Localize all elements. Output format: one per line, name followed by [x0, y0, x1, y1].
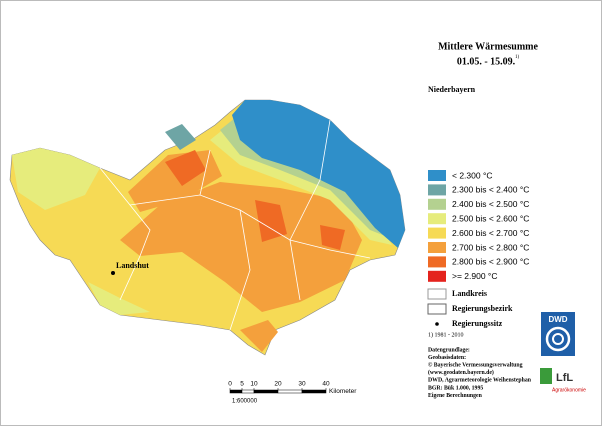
- zone: [120, 182, 362, 312]
- scale-segment: [241, 389, 255, 394]
- zone: [255, 200, 287, 242]
- boundary-label: Regierungssitz: [452, 319, 503, 328]
- zone: [165, 150, 206, 186]
- source-line: © Bayerische Vermessungsverwaltung: [428, 362, 523, 369]
- legend-label: 2.400 bis < 2.500 °C: [452, 199, 529, 209]
- scale-unit: Kilometer: [329, 388, 357, 395]
- legend-swatch: [428, 170, 446, 181]
- scale-tick-label: 10: [250, 381, 258, 388]
- legend-swatch: [428, 242, 446, 253]
- scale-tick-label: 40: [322, 381, 330, 388]
- sources: Datengrundlage: Geobasisdaten:© Bayerisch…: [428, 347, 532, 399]
- legend-swatch: [428, 227, 446, 239]
- legend-swatch: [428, 184, 446, 196]
- scale-tick-label: 30: [298, 381, 306, 388]
- lfl-icon: [540, 368, 552, 384]
- scale-tick-label: 0: [228, 381, 232, 388]
- bezirk-swatch: [427, 303, 447, 315]
- legend-label: < 2.300 °C: [452, 170, 493, 180]
- dwd-swirl: [545, 326, 571, 352]
- legend-label: 2.600 bis < 2.700 °C: [452, 228, 529, 238]
- zone: [88, 282, 150, 315]
- legend-label: 2.800 bis < 2.900 °C: [452, 257, 529, 267]
- source-line: DWD, Agrarmeteorologie Weihenstephan: [428, 378, 532, 384]
- scale-segment: [277, 389, 303, 394]
- subtitle: 01.05. - 15.09.: [457, 56, 516, 67]
- scale-segment: [301, 389, 327, 394]
- dwd-text: DWD: [548, 315, 567, 324]
- legend-label: 2.700 bis < 2.800 °C: [452, 242, 529, 252]
- legend-label: >= 2.900 °C: [452, 271, 497, 281]
- scale-tick-label: 20: [274, 381, 282, 388]
- scale-segment: [253, 389, 279, 394]
- footnote: 1) 1981 - 2010: [428, 331, 464, 338]
- sitz-swatch: [435, 322, 439, 326]
- source-line: Eigene Berechnungen: [428, 393, 483, 399]
- subtitle-note: 1): [515, 55, 520, 60]
- map: Landshut: [9, 99, 406, 356]
- title: Mittlere Wärmesumme: [438, 41, 538, 52]
- zone: [232, 100, 405, 248]
- legend-label: 2.300 bis < 2.400 °C: [452, 185, 529, 195]
- landkreis-swatch: [427, 288, 447, 300]
- region-label: Niederbayern: [428, 85, 476, 94]
- legend-swatch: [428, 198, 446, 210]
- dwd-swirl: [552, 333, 564, 345]
- source-line: BGR: Bük 1.000, 1995: [428, 385, 483, 391]
- boundary-legend: Landkreis Regierungsbezirk Regierungssit…: [427, 288, 513, 328]
- boundary-label: Landkreis: [452, 289, 487, 298]
- zone: [165, 124, 196, 150]
- city-label: Landshut: [116, 261, 149, 270]
- legend-swatch: [428, 256, 446, 268]
- legend-swatch: [428, 270, 446, 282]
- lfl-text: LfL: [556, 372, 573, 384]
- city-marker: [111, 271, 115, 275]
- dwd-logo: DWD: [541, 312, 575, 356]
- boundary-label: Regierungsbezirk: [452, 304, 513, 313]
- legend: < 2.300 °C 2.300 bis < 2.400 °C 2.400 bis …: [428, 170, 529, 282]
- source-line: Geobasisdaten:: [428, 355, 466, 361]
- source-line: Datengrundlage:: [428, 347, 470, 353]
- legend-label: 2.500 bis < 2.600 °C: [452, 213, 529, 223]
- zone: [320, 225, 345, 250]
- zone: [12, 148, 100, 210]
- legend-swatch: [428, 213, 446, 225]
- scale-segment: [229, 389, 243, 394]
- scale-tick-label: 5: [240, 381, 244, 388]
- lfl-logo: LfL Agrarökonomie: [540, 368, 586, 393]
- lfl-sub: Agrarökonomie: [552, 387, 586, 393]
- zone: [240, 320, 278, 352]
- scale-ratio: 1:600000: [232, 399, 258, 405]
- source-line: (www.geodaten.bayern.de): [428, 369, 494, 376]
